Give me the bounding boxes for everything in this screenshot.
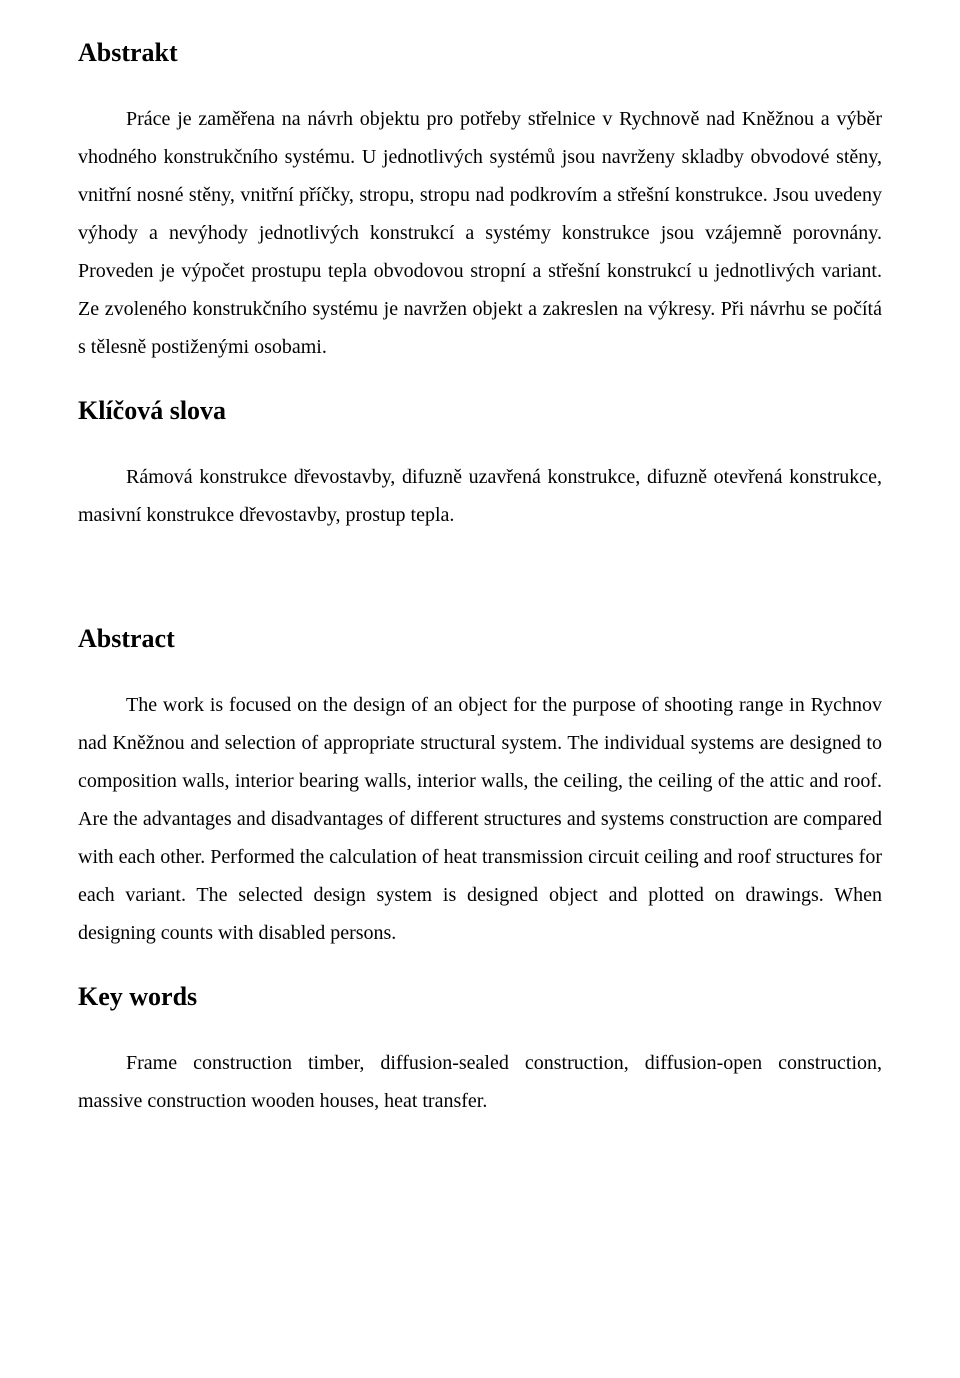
keywords-heading: Key words (78, 982, 882, 1012)
abstrakt-heading: Abstrakt (78, 38, 882, 68)
abstract-body: The work is focused on the design of an … (78, 686, 882, 952)
abstrakt-body: Práce je zaměřena na návrh objektu pro p… (78, 100, 882, 366)
klicova-slova-body: Rámová konstrukce dřevostavby, difuzně u… (78, 458, 882, 534)
abstract-heading: Abstract (78, 624, 882, 654)
klicova-slova-heading: Klíčová slova (78, 396, 882, 426)
keywords-body: Frame construction timber, diffusion-sea… (78, 1044, 882, 1120)
